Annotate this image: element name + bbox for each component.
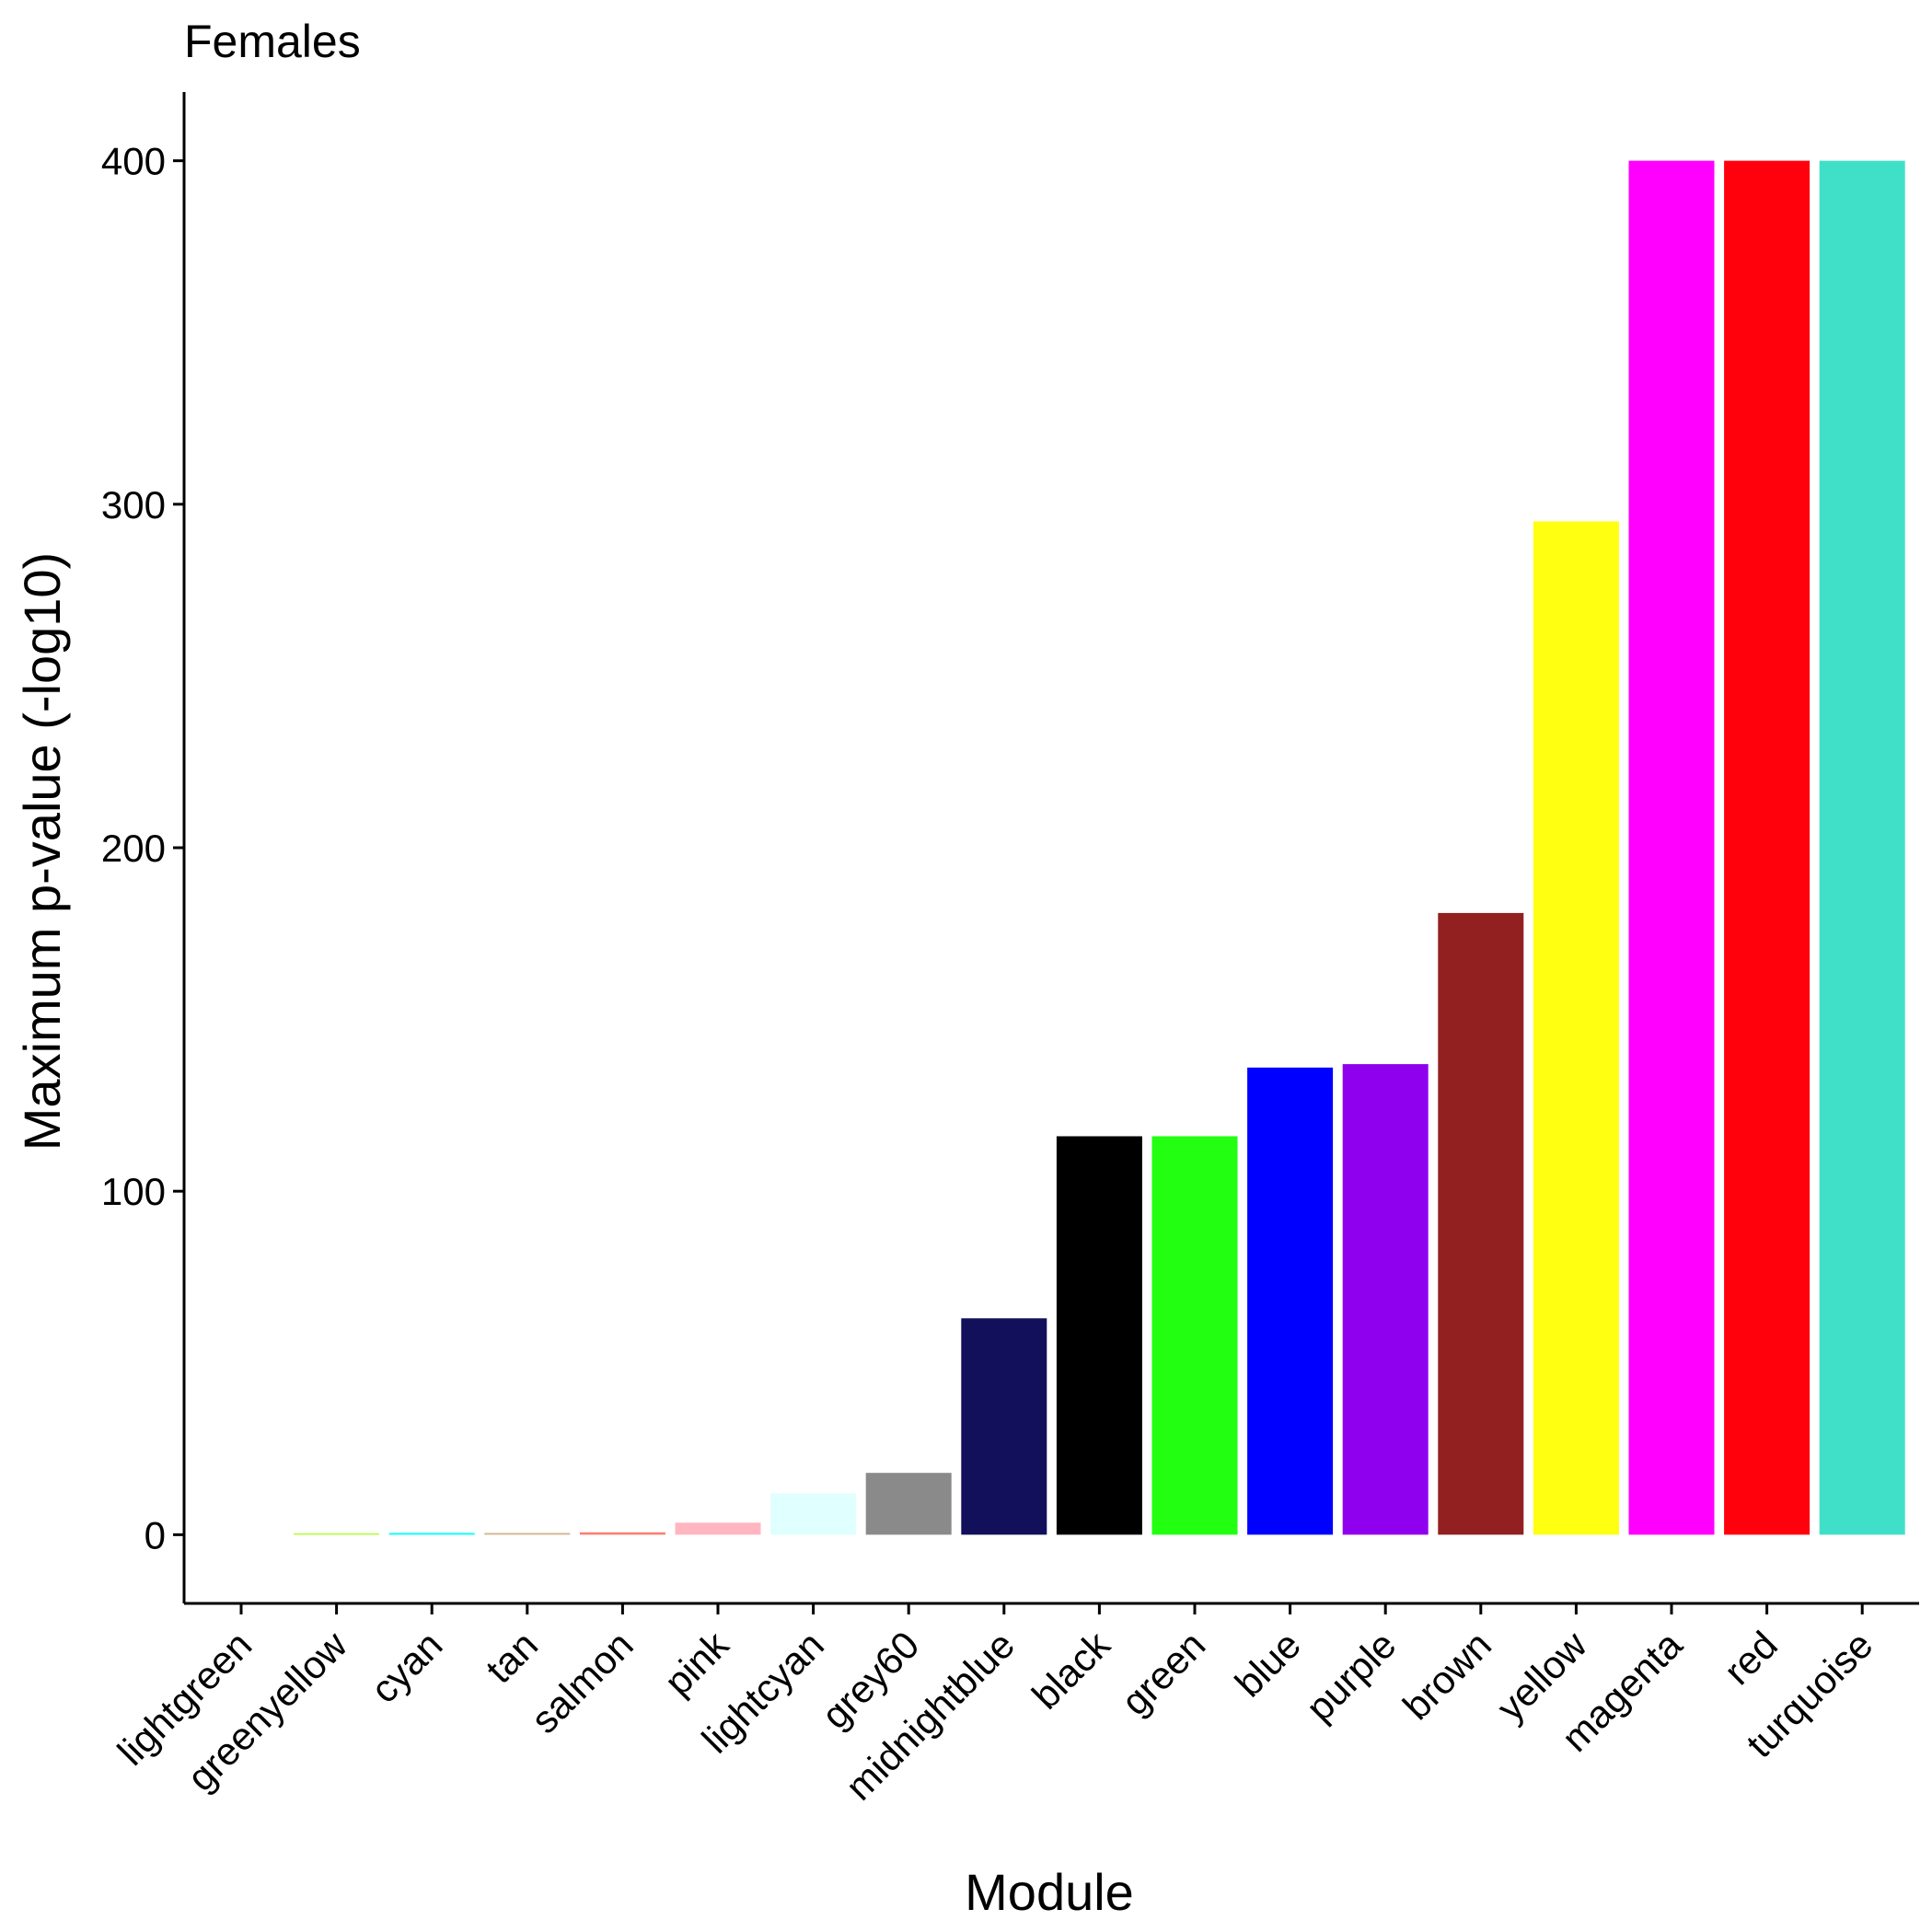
bar-salmon (579, 1532, 665, 1535)
x-tick-label-pink: pink (656, 1622, 737, 1703)
x-tick-label-green: green (1113, 1623, 1213, 1723)
y-tick-label: 400 (101, 140, 166, 183)
x-tick-label-purple: purple (1298, 1623, 1405, 1730)
x-tick-label-blue: blue (1227, 1623, 1309, 1705)
bar-purple (1342, 1064, 1429, 1535)
x-tick-label-black: black (1024, 1622, 1118, 1717)
bar-red (1724, 160, 1811, 1535)
bar-tan (484, 1533, 571, 1535)
bar-magenta (1628, 160, 1715, 1535)
x-tick-label-brown: brown (1394, 1623, 1499, 1728)
y-axis: 0 100 200 300 400 (101, 92, 186, 1603)
bar-greenyellow (294, 1533, 380, 1535)
x-tick-label-cyan: cyan (363, 1623, 451, 1711)
bar-midnightblue (961, 1318, 1047, 1535)
bar-turquoise (1819, 160, 1905, 1535)
bar-black (1056, 1136, 1142, 1535)
bar-cyan (388, 1533, 475, 1535)
bar-brown (1438, 912, 1524, 1535)
bar-yellow (1533, 521, 1619, 1535)
bar-lightcyan (770, 1493, 857, 1535)
x-tick-label-salmon: salmon (523, 1623, 642, 1741)
y-axis-title: Maximum p-value (-log10) (13, 552, 71, 1151)
chart-title: Females (184, 16, 361, 67)
bar-green (1151, 1136, 1238, 1535)
y-tick-label: 100 (101, 1170, 166, 1213)
x-tick-label-tan: tan (478, 1623, 547, 1692)
bar-pink (675, 1522, 761, 1535)
y-tick-label: 0 (145, 1513, 166, 1556)
bar-blue (1247, 1067, 1334, 1535)
bar-grey60 (865, 1473, 952, 1535)
bars-group (294, 160, 1905, 1535)
x-axis-title: Module (965, 1863, 1134, 1921)
x-tick-label-red: red (1716, 1623, 1786, 1693)
y-tick-label: 300 (101, 483, 166, 526)
y-tick-label: 200 (101, 827, 166, 870)
